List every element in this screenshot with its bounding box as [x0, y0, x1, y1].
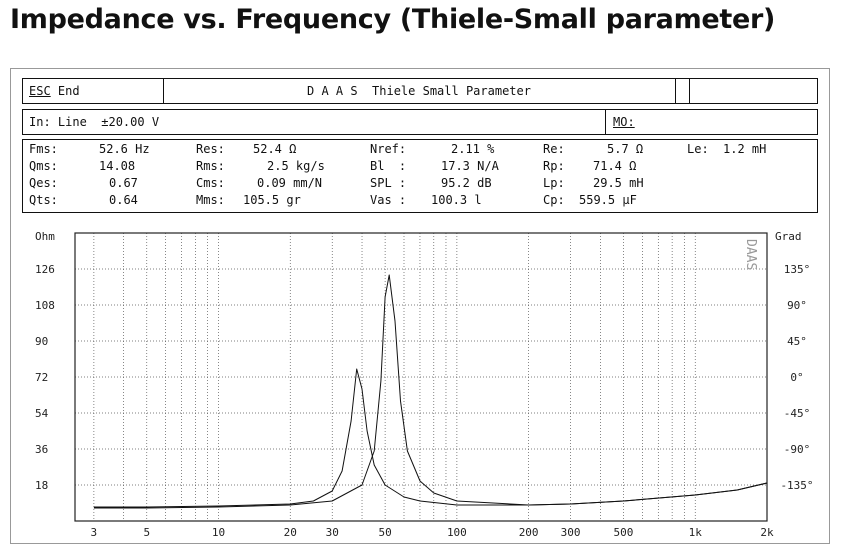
menu-bar: ESC End D A A S Thiele Small Parameter [22, 78, 818, 104]
y2-tick-label: -90° [784, 443, 811, 456]
x-tick-label: 30 [326, 526, 339, 539]
y2-tick-label: 45° [787, 335, 807, 348]
cp-label: Cp: [543, 193, 565, 207]
y-axis-ticks: 18 36 54 72 90 108 126 [35, 263, 55, 492]
x-tick-label: 5 [143, 526, 150, 539]
cms-value: 0.09 mm/N [257, 176, 323, 190]
end-label[interactable]: End [57, 84, 80, 98]
spl-value: 95.2 dB [441, 176, 492, 190]
y-tick-label: 126 [35, 263, 55, 276]
lp-label: Lp: [543, 176, 565, 190]
vas-value: 100.3 l [431, 193, 482, 207]
fms-value: 52.6 Hz [99, 142, 150, 156]
x-tick-label: 20 [284, 526, 297, 539]
x-tick-label: 50 [378, 526, 391, 539]
nref-label: Nref: [370, 142, 407, 156]
esc-key-label[interactable]: ESC [29, 84, 51, 98]
parameters-panel: Fms: 52.6 Hz Qms: 14.08 Qes: 0.67 Qts: 0… [22, 139, 818, 213]
le-label: Le: [687, 142, 709, 156]
series-group [93, 274, 768, 509]
rp-value: 71.4 Ω [593, 159, 637, 173]
y2-tick-label: -45° [784, 407, 811, 420]
y-tick-label: 18 [35, 479, 48, 492]
y-tick-label: 72 [35, 371, 48, 384]
fms-label: Fms: [29, 142, 58, 156]
chart-grid [75, 233, 767, 521]
impedance-chart: Ohm Grad DAAS 3 5 10 20 30 50 100 200 300 500 1k 2k… [35, 230, 814, 539]
y2-axis-ticks: 135° 90° 45° 0° -45° -90° -135° [780, 263, 813, 492]
y-tick-label: 90 [35, 335, 48, 348]
x-tick-label: 200 [519, 526, 539, 539]
impedance-curve-1 [93, 368, 768, 508]
qts-label: Qts: [29, 193, 58, 207]
y2-tick-label: 90° [787, 299, 807, 312]
res-value: 52.4 Ω [253, 142, 297, 156]
window-title: D A A S Thiele Small Parameter [307, 84, 531, 98]
y2-tick-label: -135° [780, 479, 813, 492]
cp-value: 559.5 µF [579, 193, 637, 207]
x-axis-ticks: 3 5 10 20 30 50 100 200 300 500 1k 2k [91, 526, 774, 539]
mo-label: MO: [613, 115, 635, 129]
input-separator [605, 110, 606, 134]
bl-value: 17.3 N/A [441, 159, 499, 173]
mms-label: Mms: [196, 193, 225, 207]
mo-field[interactable]: MO: [613, 110, 635, 134]
rms-label: Rms: [196, 159, 225, 173]
menu-separator [163, 79, 164, 103]
daas-window: ESC End D A A S Thiele Small Parameter I… [10, 68, 830, 544]
page-title: Impedance vs. Frequency (Thiele-Small pa… [10, 4, 776, 35]
qes-label: Qes: [29, 176, 58, 190]
bl-label: Bl : [370, 159, 407, 173]
x-tick-label: 3 [91, 526, 98, 539]
spl-label: SPL : [370, 176, 407, 190]
x-tick-label: 100 [447, 526, 467, 539]
re-label: Re: [543, 142, 565, 156]
x-tick-label: 10 [212, 526, 225, 539]
res-label: Res: [196, 142, 225, 156]
qms-label: Qms: [29, 159, 58, 173]
le-value: 1.2 mH [723, 142, 767, 156]
esc-end-menu[interactable]: ESC End [29, 79, 80, 103]
input-bar: In: Line ±20.00 V MO: [22, 109, 818, 135]
plot-frame [74, 232, 768, 522]
x-tick-label: 1k [689, 526, 703, 539]
qts-value: 0.64 [109, 193, 138, 207]
cms-label: Cms: [196, 176, 225, 190]
nref-value: 2.11 % [451, 142, 495, 156]
rms-value: 2.5 kg/s [267, 159, 325, 173]
y-tick-label: 108 [35, 299, 55, 312]
lp-value: 29.5 mH [593, 176, 644, 190]
mms-value: 105.5 gr [243, 193, 301, 207]
x-tick-label: 500 [614, 526, 634, 539]
y2-axis-unit-label: Grad [775, 230, 802, 243]
y2-tick-label: 135° [784, 263, 811, 276]
y2-tick-label: 0° [790, 371, 803, 384]
y-tick-label: 36 [35, 443, 48, 456]
x-tick-label: 300 [561, 526, 581, 539]
rp-label: Rp: [543, 159, 565, 173]
menu-separator [675, 79, 676, 103]
vas-label: Vas : [370, 193, 407, 207]
impedance-curve-2 [93, 274, 768, 509]
menu-separator [689, 79, 690, 103]
qms-value: 14.08 [99, 159, 136, 173]
input-range-label: In: Line ±20.00 V [29, 115, 160, 129]
y-axis-unit-label: Ohm [35, 230, 55, 243]
watermark-label: DAAS [743, 239, 758, 270]
qes-value: 0.67 [109, 176, 138, 190]
y-tick-label: 54 [35, 407, 49, 420]
re-value: 5.7 Ω [607, 142, 644, 156]
x-tick-label: 2k [760, 526, 774, 539]
